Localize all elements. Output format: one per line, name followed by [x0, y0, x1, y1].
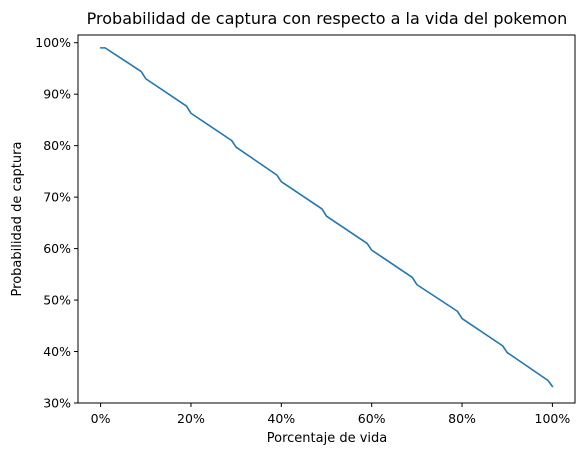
x-axis-label: Porcentaje de vida: [267, 431, 388, 446]
x-tick-label: 20%: [177, 411, 205, 426]
series-line: [99, 47, 554, 388]
x-tick-label: 0%: [91, 411, 111, 426]
y-tick-label: 90%: [43, 87, 71, 102]
y-tick-label: 50%: [43, 293, 71, 308]
y-tick-label: 70%: [43, 190, 71, 205]
y-tick-label: 60%: [43, 241, 71, 256]
x-tick-label: 60%: [358, 411, 386, 426]
x-axis-ticks: 0% 20% 40% 60% 80% 100%: [91, 403, 571, 426]
y-tick-label: 30%: [43, 396, 71, 411]
y-tick-label: 100%: [35, 35, 71, 50]
x-tick-label: 40%: [267, 411, 295, 426]
series-layer: [99, 47, 554, 388]
plot-frame: [77, 34, 576, 404]
chart-title: Probabilidad de captura con respecto a l…: [87, 9, 568, 28]
y-tick-label: 80%: [43, 138, 71, 153]
y-tick-label: 40%: [43, 344, 71, 359]
y-axis-ticks: 30% 40% 50% 60% 70% 80% 90% 100%: [35, 35, 78, 411]
x-tick-label: 100%: [535, 411, 571, 426]
x-tick-label: 80%: [448, 411, 476, 426]
y-axis-label: Probabilidad de captura: [10, 142, 25, 297]
plot-area: 0% 20% 40% 60% 80% 100% 30% 40% 50% 60% 70% 80% 90%…: [35, 34, 576, 426]
